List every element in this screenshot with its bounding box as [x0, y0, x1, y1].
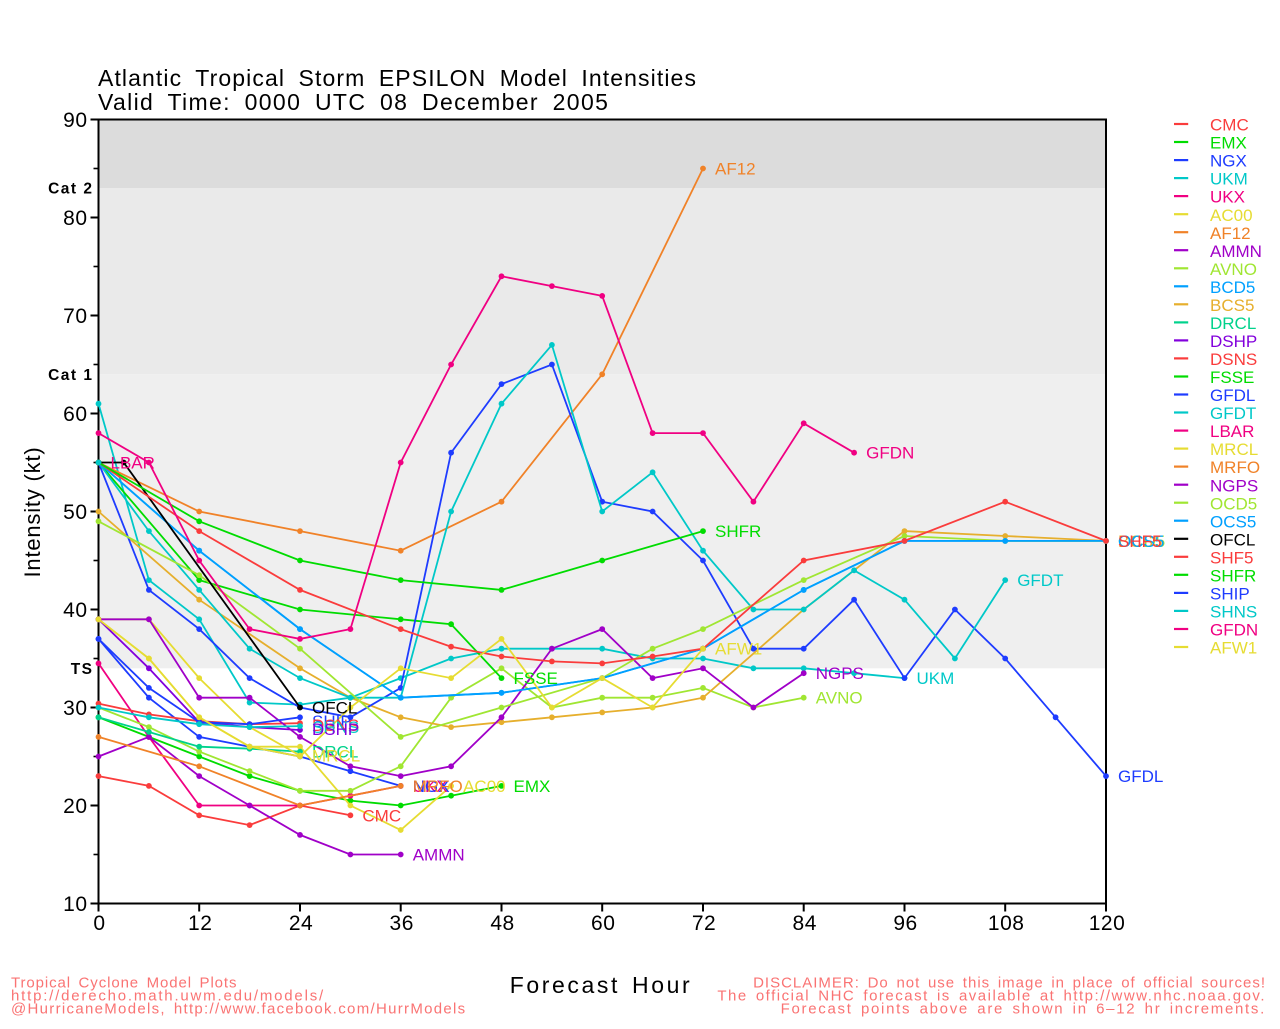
- svg-text:GFDN: GFDN: [1210, 621, 1258, 640]
- svg-text:AC00: AC00: [463, 777, 506, 796]
- svg-text:50: 50: [63, 501, 87, 524]
- svg-text:GFDL: GFDL: [1118, 767, 1163, 786]
- svg-text:AVNO: AVNO: [816, 689, 863, 708]
- svg-text:TS: TS: [71, 661, 94, 678]
- svg-text:24: 24: [289, 912, 313, 935]
- svg-text:90: 90: [63, 109, 87, 132]
- svg-text:UKX: UKX: [1210, 188, 1245, 207]
- svg-text:CMC: CMC: [362, 806, 401, 825]
- svg-text:SHNS: SHNS: [312, 718, 359, 737]
- svg-text:Cat 2: Cat 2: [48, 181, 93, 198]
- svg-text:NGX: NGX: [1210, 152, 1247, 171]
- svg-text:96: 96: [893, 912, 917, 935]
- svg-text:DRCL: DRCL: [312, 743, 358, 762]
- svg-text:UKM: UKM: [1210, 170, 1248, 189]
- svg-text:SHIP: SHIP: [1210, 585, 1250, 604]
- svg-text:DRCL: DRCL: [1210, 314, 1256, 333]
- svg-text:MRCL: MRCL: [1210, 440, 1258, 459]
- svg-text:CMC: CMC: [1210, 116, 1249, 135]
- svg-text:SHF5: SHF5: [1210, 548, 1253, 567]
- svg-text:0: 0: [93, 912, 105, 935]
- svg-text:12: 12: [188, 912, 212, 935]
- svg-text:OFCL: OFCL: [312, 699, 357, 718]
- svg-text:36: 36: [390, 912, 414, 935]
- svg-text:MRFO: MRFO: [1210, 458, 1260, 477]
- svg-text:FSSE: FSSE: [1210, 368, 1254, 387]
- svg-text:60: 60: [63, 403, 87, 426]
- svg-text:OCD5: OCD5: [1210, 494, 1257, 513]
- svg-text:GFDT: GFDT: [1210, 404, 1256, 423]
- svg-text:The official NHC forecast is a: The official NHC forecast is available a…: [717, 988, 1266, 1005]
- svg-text:84: 84: [793, 912, 817, 935]
- svg-text:NGPS: NGPS: [1210, 476, 1258, 495]
- svg-text:OCS5: OCS5: [1210, 512, 1256, 531]
- svg-text:MRCL: MRCL: [312, 747, 360, 766]
- svg-text:Cat 1: Cat 1: [48, 367, 93, 384]
- svg-text:SHFR: SHFR: [715, 522, 761, 541]
- svg-text:GFDL: GFDL: [1210, 386, 1255, 405]
- svg-text:UKM: UKM: [917, 669, 955, 688]
- svg-text:EMX: EMX: [514, 777, 551, 796]
- svg-text:Intensity (kt): Intensity (kt): [20, 446, 45, 577]
- svg-text:OCD5: OCD5: [1118, 532, 1165, 551]
- svg-text:SHFR: SHFR: [1210, 566, 1256, 585]
- svg-text:LBAR: LBAR: [1210, 422, 1254, 441]
- svg-text:DSHP: DSHP: [312, 720, 359, 739]
- svg-text:DSNS: DSNS: [1210, 350, 1257, 369]
- svg-text:FSSE: FSSE: [514, 669, 558, 688]
- svg-text:20: 20: [63, 795, 87, 818]
- svg-text:@HurricaneModels, http://www.f: @HurricaneModels, http://www.facebook.co…: [11, 1001, 466, 1018]
- svg-text:AFW1: AFW1: [715, 640, 762, 659]
- svg-text:MRFO: MRFO: [413, 777, 463, 796]
- svg-text:BCS5: BCS5: [1210, 296, 1254, 315]
- svg-text:NGPS: NGPS: [816, 664, 864, 683]
- svg-text:AF12: AF12: [715, 160, 756, 179]
- svg-text:Forecast points above are show: Forecast points above are shown in 6–12 …: [781, 1001, 1266, 1018]
- svg-text:UKX: UKX: [413, 777, 448, 796]
- svg-text:80: 80: [63, 207, 87, 230]
- svg-text:BCD5: BCD5: [1210, 278, 1255, 297]
- svg-text:BCS5: BCS5: [1118, 532, 1162, 551]
- svg-text:NGX: NGX: [413, 777, 450, 796]
- svg-text:72: 72: [692, 912, 716, 935]
- svg-text:GFDT: GFDT: [1017, 571, 1063, 590]
- svg-text:AF12: AF12: [1210, 224, 1251, 243]
- svg-text:DISCLAIMER: Do not use this im: DISCLAIMER: Do not use this image in pla…: [753, 975, 1266, 992]
- svg-text:30: 30: [63, 697, 87, 720]
- svg-text:10: 10: [63, 893, 87, 916]
- svg-text:AC00: AC00: [1210, 206, 1253, 225]
- svg-text:OFCL: OFCL: [1210, 530, 1255, 549]
- svg-text:108: 108: [988, 912, 1025, 935]
- svg-text:Tropical Cyclone Model Plots: Tropical Cyclone Model Plots: [11, 975, 237, 992]
- svg-text:DSHP: DSHP: [1210, 332, 1257, 351]
- svg-text:GFDN: GFDN: [866, 444, 914, 463]
- svg-text:SHF5: SHF5: [1118, 532, 1161, 551]
- svg-text:AFW1: AFW1: [1210, 639, 1257, 658]
- svg-text:40: 40: [63, 599, 87, 622]
- svg-text:SHNS: SHNS: [1210, 603, 1257, 622]
- svg-text:AMMN: AMMN: [1210, 242, 1262, 261]
- svg-text:AMMN: AMMN: [413, 846, 465, 865]
- svg-text:Forecast Hour: Forecast Hour: [510, 972, 693, 998]
- svg-text:AVNO: AVNO: [1210, 260, 1257, 279]
- svg-text:70: 70: [63, 305, 87, 328]
- svg-text:60: 60: [591, 912, 615, 935]
- svg-text:OCS5: OCS5: [1118, 532, 1164, 551]
- svg-text:120: 120: [1089, 912, 1126, 935]
- svg-text:EMX: EMX: [1210, 134, 1247, 153]
- svg-text:LBAR: LBAR: [111, 454, 155, 473]
- svg-text:SHIP: SHIP: [312, 712, 352, 731]
- svg-text:Atlantic Tropical Storm EPSILO: Atlantic Tropical Storm EPSILON Model In…: [98, 65, 697, 91]
- svg-text:DSNS: DSNS: [312, 716, 359, 735]
- svg-text:http://derecho.math.uwm.edu/mo: http://derecho.math.uwm.edu/models/: [11, 988, 325, 1005]
- svg-text:Valid Time: 0000 UTC 08 Decemb: Valid Time: 0000 UTC 08 December 2005: [98, 89, 609, 115]
- svg-text:48: 48: [490, 912, 514, 935]
